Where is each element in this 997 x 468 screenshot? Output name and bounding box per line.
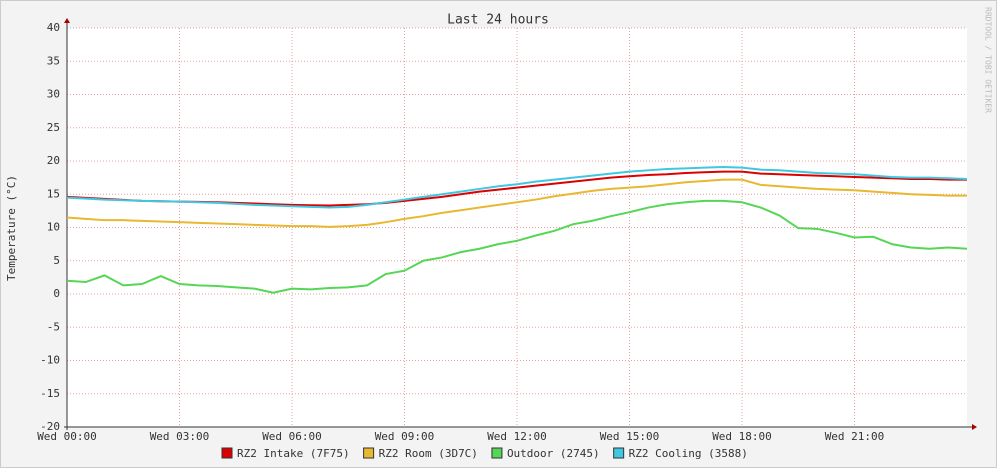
legend-label: RZ2 Cooling (3588) [629,447,748,460]
y-tick-label: 25 [47,121,60,134]
legend-swatch [491,447,503,459]
series-line [66,165,968,209]
y-tick-label: -5 [47,320,60,333]
series-line [66,178,967,228]
x-tick-label: Wed 12:00 [487,430,547,443]
y-tick-label: -15 [40,387,60,400]
legend-label: RZ2 Intake (7F75) [237,447,350,460]
chart-title: Last 24 hours [447,13,549,28]
legend-swatch [613,447,625,459]
y-tick-label: -10 [40,354,60,367]
y-tick-label: 10 [47,221,60,234]
legend-label: Outdoor (2745) [507,447,600,460]
watermark: RRDTOOL / TOBI OETIKER [984,7,993,113]
legend-label: RZ2 Room (3D7C) [379,447,478,460]
y-tick-label: 15 [47,187,60,200]
series-line [66,199,968,294]
axis-arrow [972,424,977,430]
x-tick-label: Wed 06:00 [262,430,322,443]
y-tick-label: 5 [53,254,60,267]
y-tick-label: 0 [53,287,60,300]
x-tick-label: Wed 09:00 [375,430,435,443]
legend-swatch [363,447,375,459]
y-tick-label: 40 [47,21,60,34]
y-tick-label: 35 [47,54,60,67]
y-tick-label: -20 [40,420,60,433]
y-axis-label: Temperature (°C) [5,175,18,281]
axis-arrow [64,18,70,23]
y-tick-label: 30 [47,88,60,101]
x-tick-label: Wed 18:00 [712,430,772,443]
legend-swatch [221,447,233,459]
y-tick-label: 20 [47,154,60,167]
x-tick-label: Wed 00:00 [37,430,97,443]
x-tick-label: Wed 21:00 [825,430,885,443]
x-tick-label: Wed 03:00 [150,430,210,443]
x-tick-label: Wed 15:00 [600,430,660,443]
